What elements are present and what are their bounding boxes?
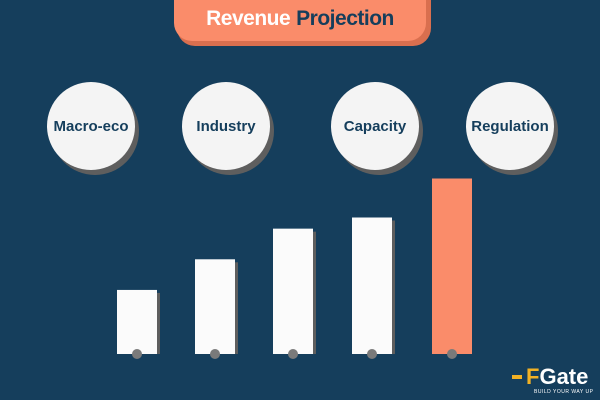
- bar: [273, 228, 313, 354]
- title-banner: Revenue Projection: [174, 0, 426, 41]
- bar: [352, 217, 392, 354]
- bar-highlight: [432, 178, 472, 354]
- fgate-logo: F Gate BUILD YOUR WAY UP: [512, 364, 596, 398]
- factor-label: Regulation: [471, 117, 549, 135]
- factor-label: Macro-eco: [53, 117, 129, 135]
- logo-tagline: BUILD YOUR WAY UP: [534, 389, 594, 395]
- title-word-2: Projection: [296, 6, 394, 30]
- bar-base-dot: [132, 349, 142, 359]
- logo-dash-icon: [512, 375, 522, 379]
- bar-base-dot: [367, 349, 377, 359]
- logo-mark: F Gate: [512, 364, 588, 390]
- factor-label: Capacity: [343, 117, 407, 135]
- bar-base-dot: [288, 349, 298, 359]
- factor-label: Industry: [196, 117, 256, 135]
- logo-letter: F: [526, 364, 540, 389]
- bar: [195, 259, 235, 354]
- bar-base-dot: [447, 349, 457, 359]
- logo-text: Gate: [539, 364, 589, 389]
- factor-circle-capacity: Capacity: [331, 82, 419, 170]
- title-word-1: Revenue: [206, 6, 291, 30]
- bar: [117, 289, 157, 354]
- bar-base-dot: [210, 349, 220, 359]
- factor-circle-macro-eco: Macro-eco: [47, 82, 135, 170]
- factor-circle-regulation: Regulation: [466, 82, 554, 170]
- factor-circle-industry: Industry: [182, 82, 270, 170]
